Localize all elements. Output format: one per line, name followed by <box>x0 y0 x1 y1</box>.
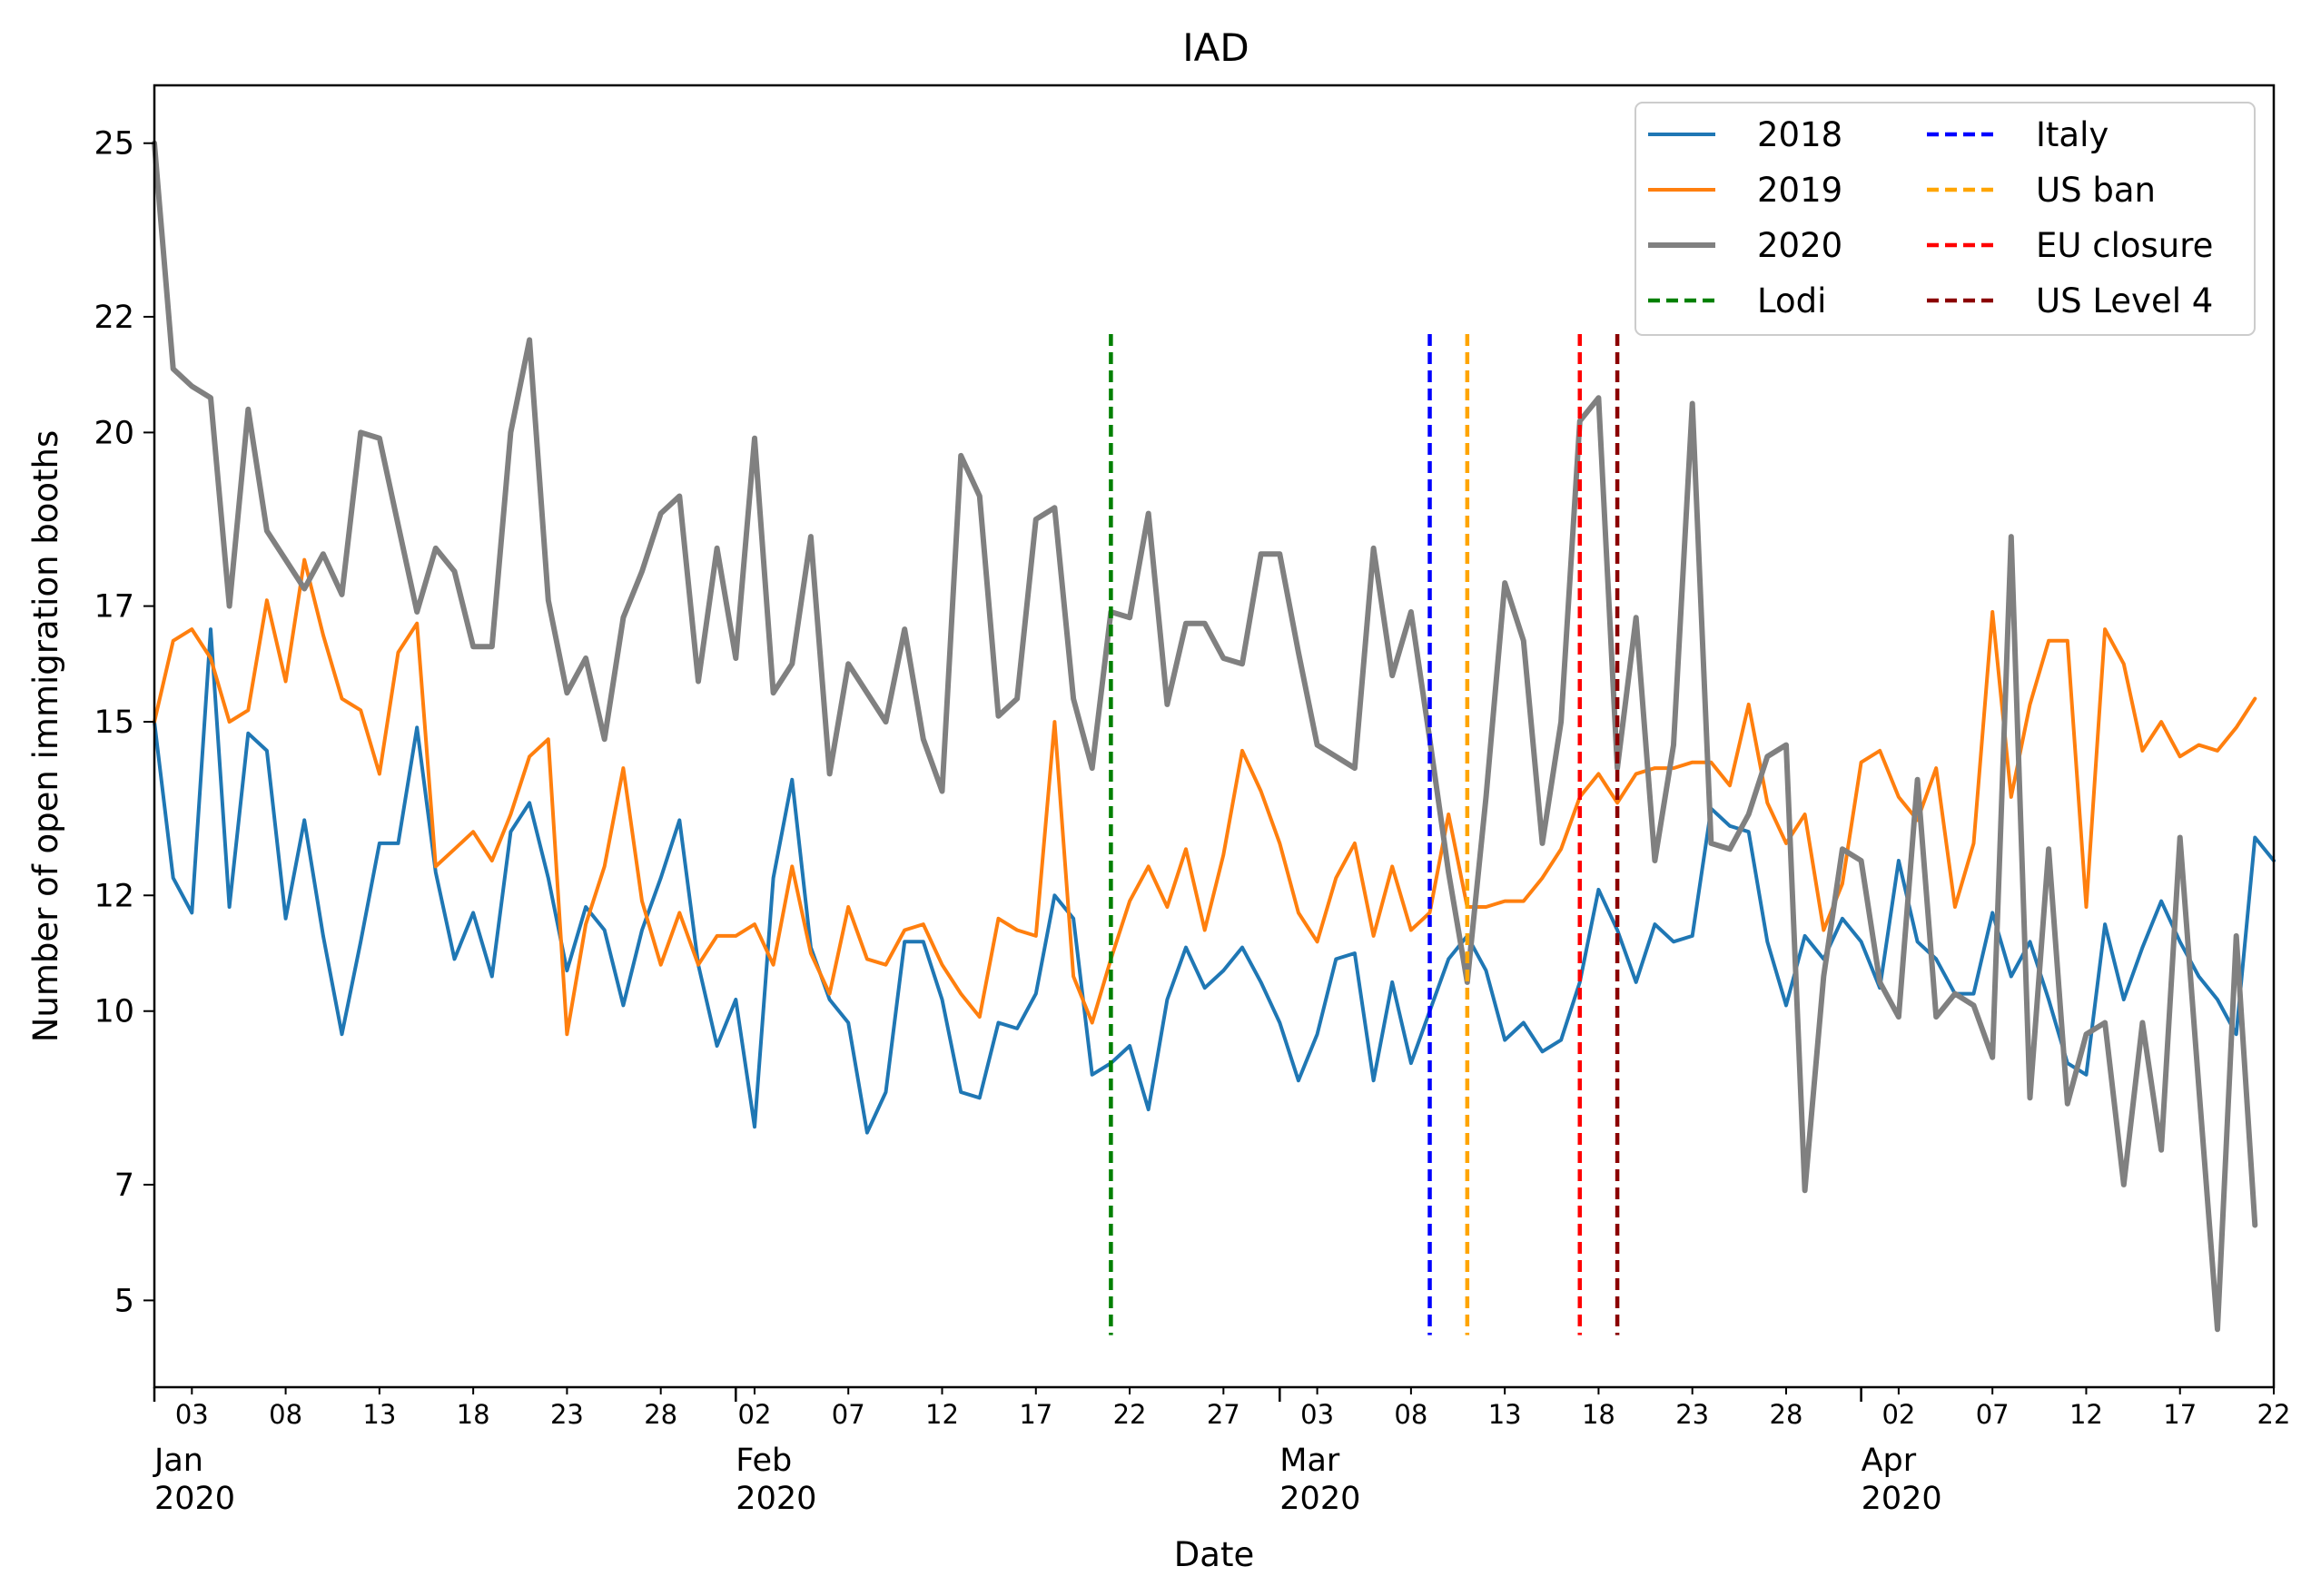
x-minor-tick-label: 18 <box>457 1399 490 1430</box>
x-minor-tick-label: 22 <box>1113 1399 1147 1430</box>
legend-label: US Level 4 <box>2036 281 2213 320</box>
x-minor-tick-label: 28 <box>1770 1399 1803 1430</box>
x-month-label: Jan <box>153 1443 203 1479</box>
x-axis-label: Date <box>1174 1535 1254 1574</box>
y-tick-label: 7 <box>114 1167 134 1204</box>
x-minor-tick-label: 02 <box>738 1399 772 1430</box>
x-minor-tick-label: 17 <box>2163 1399 2197 1430</box>
x-minor-tick-label: 07 <box>1976 1399 2010 1430</box>
legend-label: 2020 <box>1757 226 1842 265</box>
legend-label: 2019 <box>1757 171 1842 210</box>
x-minor-tick-label: 12 <box>925 1399 959 1430</box>
series-line-2020 <box>152 140 2258 1333</box>
x-minor-tick-label: 07 <box>832 1399 865 1430</box>
legend-label: EU closure <box>2036 226 2213 265</box>
series-layer <box>152 140 2276 1333</box>
plot-frame <box>153 84 2276 1389</box>
x-minor-tick-label: 28 <box>644 1399 677 1430</box>
legend: 2018 2019 2020 Lodi Italy US ban EU closure US … <box>1634 102 2256 336</box>
x-minor-tick-label: 23 <box>1675 1399 1709 1430</box>
x-month-label: Apr <box>1862 1443 1917 1479</box>
series-line-2018 <box>153 627 2276 1135</box>
x-minor-tick-label: 17 <box>1019 1399 1052 1430</box>
y-axis: 5 7 10 12 15 17 20 22 25 <box>94 126 154 1319</box>
x-minor-tick-label: 08 <box>269 1399 302 1430</box>
x-minor-tick-label: 18 <box>1582 1399 1615 1430</box>
x-year-label: 2020 <box>154 1481 235 1517</box>
y-tick-label: 10 <box>94 994 134 1030</box>
legend-label: 2018 <box>1757 115 1842 154</box>
legend-box <box>1634 102 2256 336</box>
y-tick-label: 20 <box>94 415 134 451</box>
x-minor-tick-label: 03 <box>1300 1399 1334 1430</box>
y-tick-label: 5 <box>114 1283 134 1319</box>
x-year-label: 2020 <box>1279 1481 1360 1517</box>
legend-label: Italy <box>2036 115 2109 154</box>
event-layer <box>1109 334 1620 1335</box>
x-minor-tick-label: 22 <box>2257 1399 2291 1430</box>
x-axis: 03 08 13 18 23 28 02 07 12 17 22 27 03 08 13 18 23 28 02 07… <box>153 1387 2290 1517</box>
x-minor-tick-label: 08 <box>1394 1399 1427 1430</box>
x-minor-tick-label: 27 <box>1207 1399 1240 1430</box>
legend-label: US ban <box>2036 171 2156 210</box>
x-minor-tick-label: 02 <box>1881 1399 1915 1430</box>
x-year-label: 2020 <box>736 1481 816 1517</box>
y-axis-label: Number of open immigration booths <box>26 430 65 1043</box>
y-tick-label: 22 <box>94 300 134 336</box>
x-minor-tick-label: 23 <box>550 1399 584 1430</box>
chart-title: IAD <box>1182 25 1249 70</box>
x-year-label: 2020 <box>1862 1481 1942 1517</box>
x-month-label: Feb <box>736 1443 792 1479</box>
x-minor-tick-label: 03 <box>175 1399 209 1430</box>
x-minor-tick-label: 13 <box>1488 1399 1522 1430</box>
y-tick-label: 12 <box>94 878 134 914</box>
x-month-label: Mar <box>1279 1443 1340 1479</box>
y-tick-label: 25 <box>94 126 134 163</box>
series-line-2019 <box>153 557 2257 1037</box>
y-tick-label: 17 <box>94 589 134 626</box>
legend-label: Lodi <box>1757 281 1826 320</box>
x-minor-tick-label: 13 <box>362 1399 396 1430</box>
y-tick-label: 15 <box>94 704 134 741</box>
x-minor-tick-label: 12 <box>2069 1399 2103 1430</box>
